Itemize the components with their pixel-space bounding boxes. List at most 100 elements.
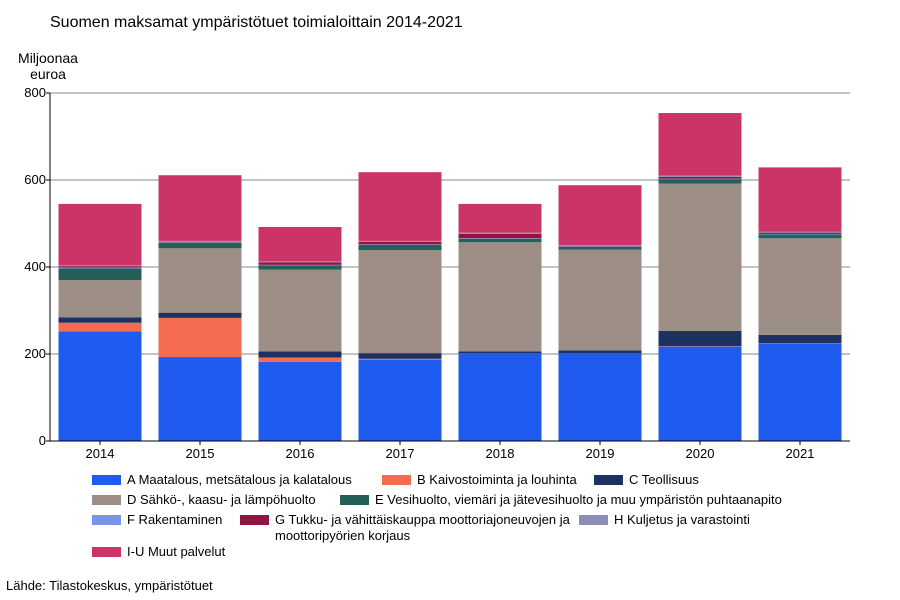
legend-label: G Tukku- ja vähittäiskauppa moottoriajon… [275,512,570,543]
legend-label: B Kaivostoiminta ja louhinta [417,472,577,487]
x-tick-label: 2020 [686,446,715,461]
bar-segment [58,203,142,266]
bar-segment [258,361,342,441]
bar-segment [158,242,242,249]
x-tick-label: 2016 [286,446,315,461]
bar-segment [58,266,142,268]
y-tick-label: 0 [39,433,46,448]
legend-item: C Teollisuus [594,472,794,488]
bar-segment [358,358,442,360]
bar-segment [558,245,642,247]
bar-segment [658,113,742,176]
legend-swatch [240,515,269,525]
x-tick-label: 2017 [386,446,415,461]
bar-segment [158,240,242,242]
bar-segment [58,268,142,281]
bar-segment [758,167,842,232]
bar-segment [358,241,442,245]
bar-segment [758,234,842,239]
bar-segment [158,312,242,318]
bar-segment [258,269,342,352]
bar-segment [58,280,142,318]
legend-item: B Kaivostoiminta ja louhinta [382,472,582,488]
bar-segment [158,317,242,358]
y-tick-label: 400 [24,259,46,274]
bar-segment [58,322,142,332]
bar-segment [358,353,442,359]
bar-segment [58,267,142,269]
bar-segment [758,334,842,344]
bar-segment [258,351,342,358]
bar-segment [758,343,842,441]
legend-label: A Maatalous, metsätalous ja kalatalous [127,472,352,487]
bar-segment [458,233,542,239]
x-tick-label: 2018 [486,446,515,461]
x-tick-label: 2015 [186,446,215,461]
bar-segment [658,346,742,441]
y-tick-label: 200 [24,346,46,361]
legend-item: A Maatalous, metsätalous ja kalatalous [92,472,422,488]
y-axis-title: Miljoonaa euroa [18,50,78,82]
legend-label: D Sähkö-, kaasu- ja lämpöhuolto [127,492,316,507]
bar-segment [558,249,642,351]
bar-segment [258,262,342,265]
bar-segment [758,231,842,233]
legend-item: H Kuljetus ja varastointi [579,512,839,528]
bar-segment [458,351,542,354]
legend-label: E Vesihuolto, viemäri ja jätevesihuolto … [375,492,782,507]
bar-segment [358,240,442,242]
bar-segment [558,350,642,354]
bar-segment [158,248,242,313]
bar-segment [458,203,542,233]
bar-segment [258,226,342,262]
legend-swatch [594,475,623,485]
bar-segment [658,183,742,331]
bar-segment [458,354,542,441]
x-tick-label: 2019 [586,446,615,461]
x-tick-label: 2021 [786,446,815,461]
bar-segment [758,238,842,335]
legend-swatch [92,547,121,557]
bar-segment [558,185,642,246]
bar-segment [58,331,142,441]
legend-label: H Kuljetus ja varastointi [614,512,750,527]
bar-segment [458,238,542,243]
legend-item: I-U Muut palvelut [92,544,292,560]
chart-title: Suomen maksamat ympäristötuet toimialoit… [50,14,463,31]
legend-swatch [92,495,121,505]
bar-segment [258,265,342,270]
legend-swatch [382,475,411,485]
bar-segment [358,359,442,441]
bar-segment [358,250,442,354]
bar-segment [258,261,342,263]
legend-swatch [579,515,608,525]
legend-swatch [92,515,121,525]
legend-item: E Vesihuolto, viemäri ja jätevesihuolto … [340,492,880,508]
bar-segment [58,265,142,267]
bar-segment [758,232,842,234]
bar-segment [658,179,742,184]
source-note: Lähde: Tilastokeskus, ympäristötuet [6,578,213,593]
bar-segment [358,172,442,241]
bar-segment [358,244,442,251]
y-tick-label: 800 [24,85,46,100]
legend-label: F Rakentaminen [127,512,223,527]
y-tick-label: 600 [24,172,46,187]
chart-plot: 0 200 400 600 800 2014 2015 2016 2017 2018 2019 202… [24,85,850,461]
bar-segment [558,246,642,250]
legend-item: G Tukku- ja vähittäiskauppa moottoriajon… [240,512,570,544]
bar-segment [258,357,342,362]
bar-segment [658,176,742,179]
bar-segment [58,317,142,323]
bar-segment [658,175,742,177]
legend-swatch [92,475,121,485]
legend-label: I-U Muut palvelut [127,544,226,559]
legend-swatch [340,495,369,505]
bar-segment [158,175,242,241]
legend-label: C Teollisuus [629,472,699,487]
bar-segment [458,242,542,352]
legend-item: D Sähkö-, kaasu- ja lämpöhuolto [92,492,352,508]
bar-segment [458,232,542,234]
x-tick-label: 2014 [86,446,115,461]
bar-segment [158,357,242,441]
